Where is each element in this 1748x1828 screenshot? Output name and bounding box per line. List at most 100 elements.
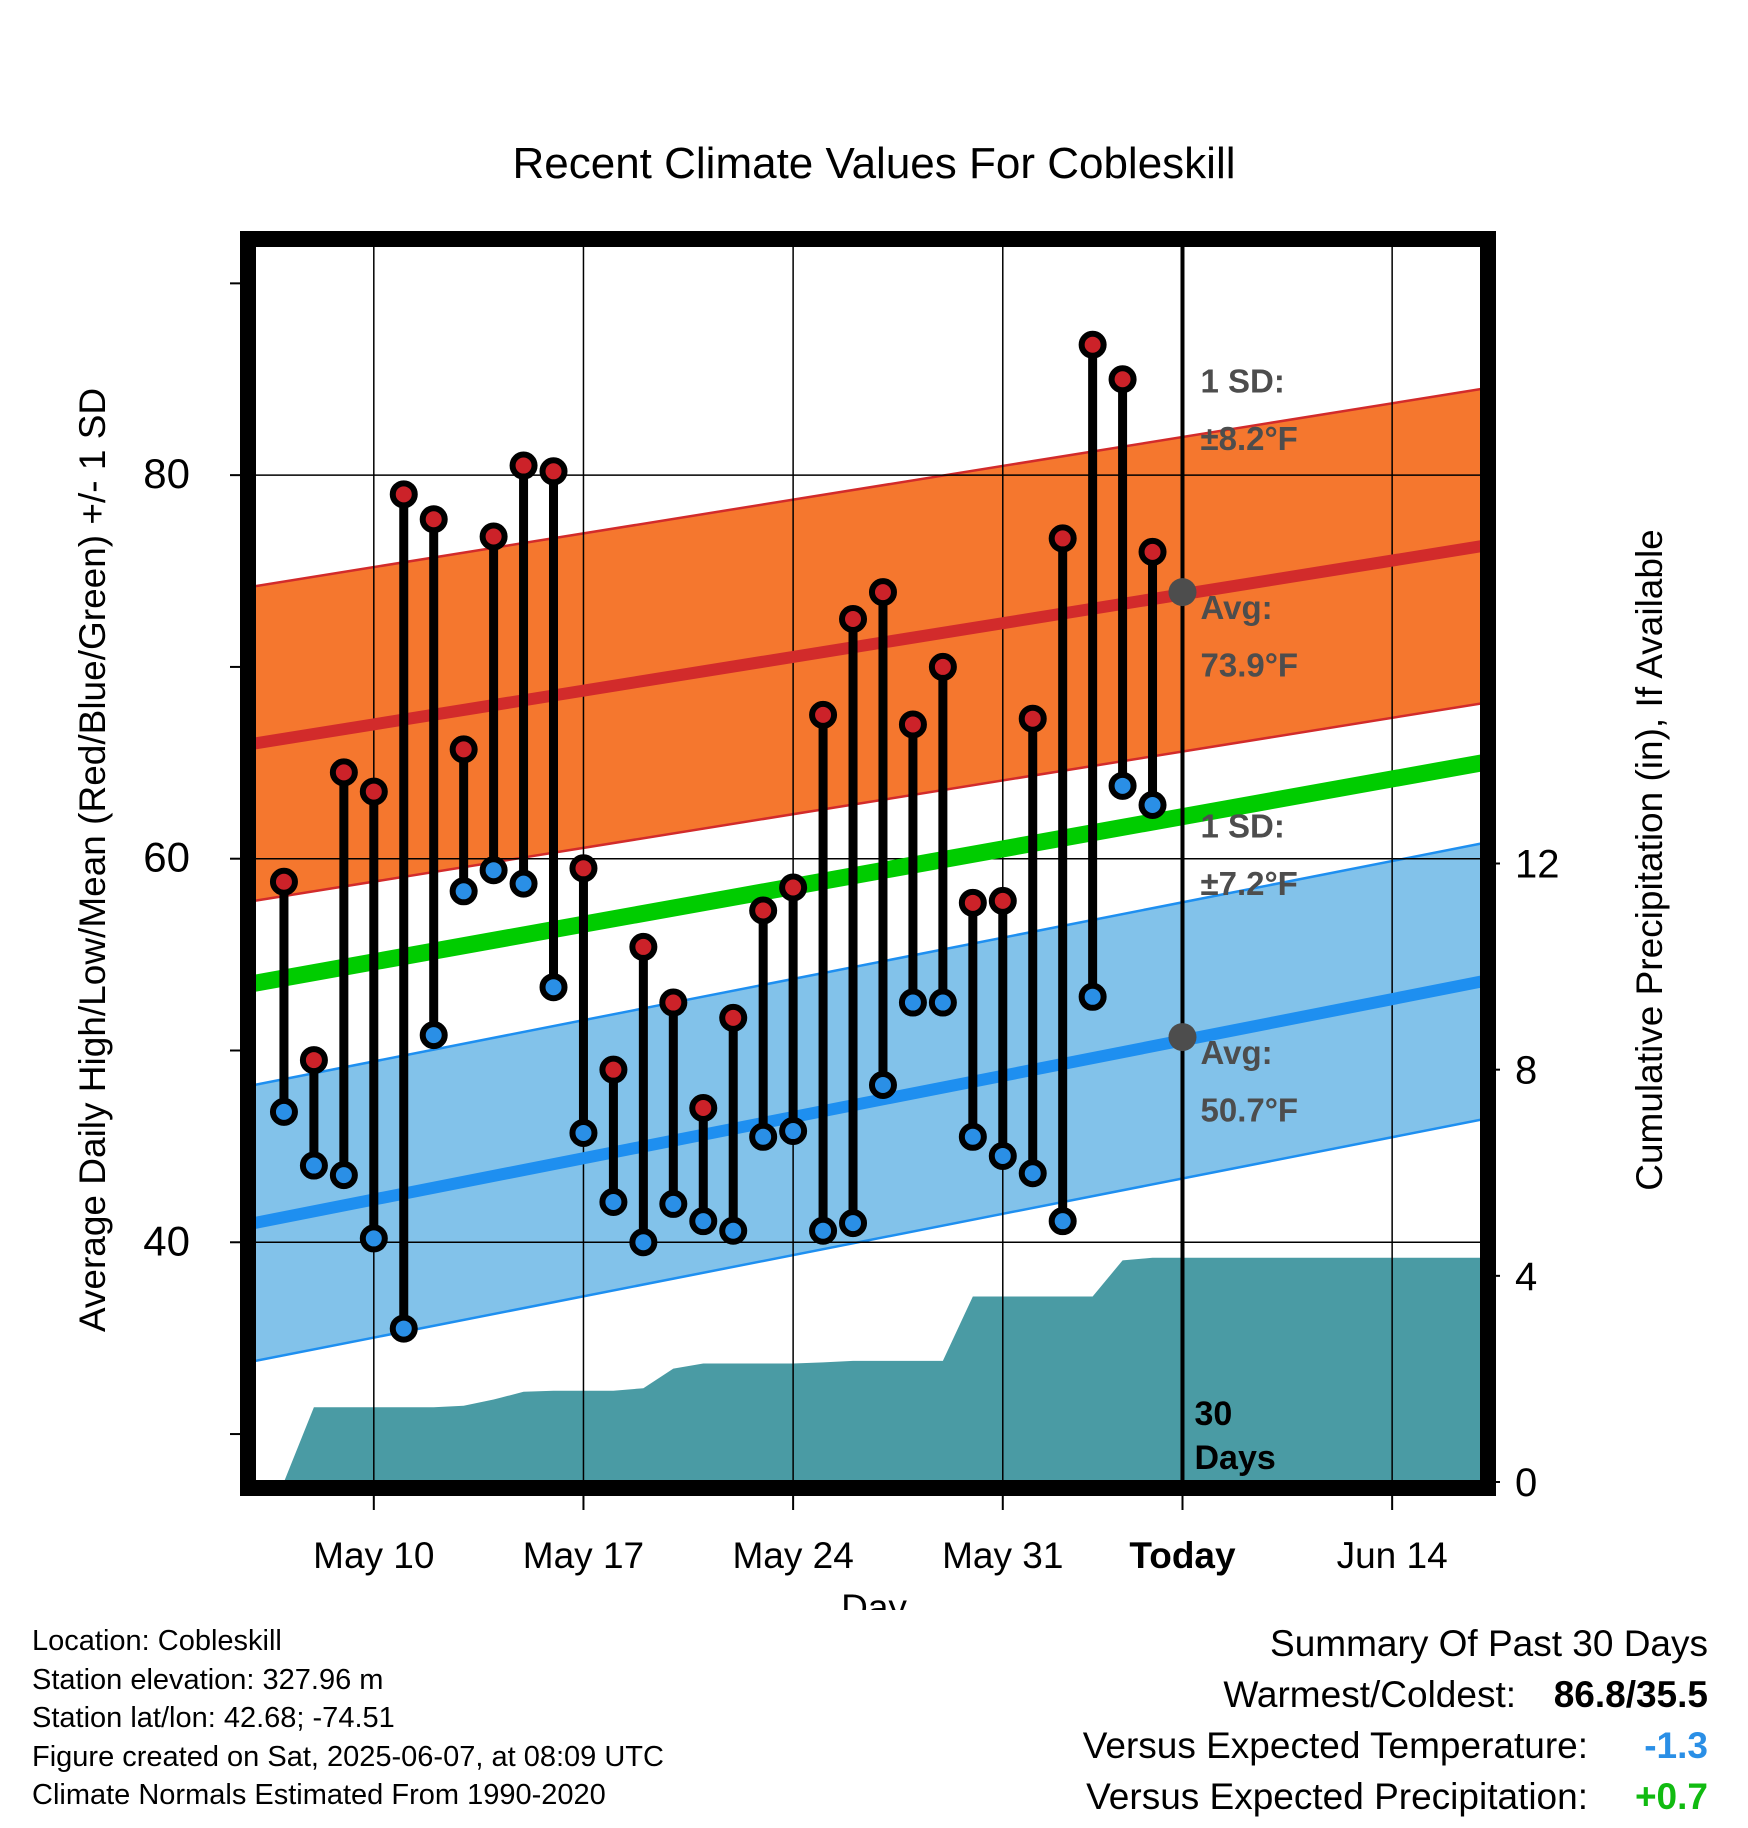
y2-tick-label: 8 <box>1515 1049 1537 1093</box>
low-point <box>839 1209 868 1238</box>
precip-departure-row: Versus Expected Precipitation: +0.7 <box>1083 1771 1708 1822</box>
low-point <box>958 1122 987 1151</box>
temp-departure-row: Versus Expected Temperature: -1.3 <box>1083 1720 1708 1771</box>
low-point <box>599 1187 628 1216</box>
high-point <box>389 480 418 509</box>
low-point <box>419 1021 448 1050</box>
y2-tick-label: 0 <box>1515 1461 1537 1505</box>
low-point <box>569 1118 598 1147</box>
y-tick-label: 60 <box>143 834 190 881</box>
high-point <box>1018 704 1047 733</box>
low-point <box>719 1216 748 1245</box>
low-sd-band-upper-edge <box>254 842 1482 1087</box>
x-tick-label: May 31 <box>942 1535 1063 1576</box>
high-point <box>479 522 508 551</box>
climate-chart: Recent Climate Values For Cobleskill Ave… <box>72 139 1670 1610</box>
latlon-text: Station lat/lon: 42.68; -74.51 <box>32 1702 395 1734</box>
y2-tick-label: 4 <box>1515 1255 1537 1299</box>
high-point <box>928 652 957 681</box>
high-point <box>509 451 538 480</box>
high-point <box>599 1055 628 1084</box>
mean-normal-line <box>254 754 1482 992</box>
low-point <box>749 1122 778 1151</box>
high-sd-band-lower-edge <box>254 702 1482 903</box>
low-normal-line <box>254 975 1482 1229</box>
window-label-line2: Days <box>1194 1439 1275 1477</box>
high-point <box>419 505 448 534</box>
high-point <box>659 988 688 1017</box>
station-info: Location: Cobleskill Station elevation: … <box>32 1622 664 1815</box>
elevation-text: Station elevation: 327.96 m <box>32 1663 384 1696</box>
chart-title: Recent Climate Values For Cobleskill <box>512 139 1235 188</box>
low-point <box>479 856 508 885</box>
warm-cold-value: 86.8/35.5 <box>1553 1674 1708 1715</box>
high-point <box>569 854 598 883</box>
low-point <box>359 1224 388 1253</box>
normals-text: Climate Normals Estimated From 1990-2020 <box>32 1779 606 1811</box>
high-point <box>299 1046 328 1075</box>
high-point <box>329 758 358 787</box>
low-point <box>868 1071 897 1100</box>
low-point <box>269 1097 298 1126</box>
high-point <box>1138 537 1167 566</box>
high-normal-line <box>254 540 1482 750</box>
warm-cold-row: Warmest/Coldest: 86.8/35.5 <box>1083 1669 1708 1720</box>
low-point <box>928 988 957 1017</box>
high-sd-value: ±8.2°F <box>1200 420 1297 457</box>
y-tick-label: 40 <box>143 1217 190 1264</box>
low-point <box>1138 791 1167 820</box>
high-point <box>809 700 838 729</box>
low-point <box>1108 771 1137 800</box>
low-point <box>659 1189 688 1218</box>
high-avg-value: 73.9°F <box>1200 647 1298 684</box>
high-point <box>1078 330 1107 359</box>
high-point <box>269 867 298 896</box>
plot-content <box>254 245 1482 1482</box>
today-avg-high-marker <box>1168 578 1197 607</box>
low-point <box>299 1151 328 1180</box>
low-sd-band-lower-edge <box>254 1118 1482 1363</box>
high-avg-label: Avg: <box>1200 589 1272 626</box>
high-point <box>629 932 658 961</box>
today-avg-low-marker <box>1168 1023 1197 1052</box>
x-tick-label: May 24 <box>732 1535 853 1576</box>
summary-panel: Summary Of Past 30 Days Warmest/Coldest:… <box>1083 1618 1708 1822</box>
plot-area: 1 SD: ±8.2°F Avg: 73.9°F 1 SD: ±7.2°F Avg: 50.7… <box>143 231 1560 1576</box>
low-point <box>689 1207 718 1236</box>
low-point <box>1048 1207 1077 1236</box>
high-point <box>689 1094 718 1123</box>
created-text: Figure created on Sat, 2025-06-07, at 08… <box>32 1740 664 1773</box>
x-axis-label: Day <box>841 1587 907 1610</box>
summary-title: Summary Of Past 30 Days <box>1270 1623 1708 1664</box>
low-point <box>509 869 538 898</box>
high-point <box>719 1003 748 1032</box>
high-point <box>539 457 568 486</box>
y2-tick-label: 12 <box>1515 843 1560 887</box>
precip-departure-value: +0.7 <box>1634 1776 1708 1817</box>
high-point <box>898 710 927 739</box>
temp-departure-value: -1.3 <box>1644 1725 1708 1766</box>
low-sd-value: ±7.2°F <box>1200 865 1297 902</box>
low-avg-value: 50.7°F <box>1200 1091 1298 1128</box>
low-point <box>1078 982 1107 1011</box>
y2-axis-label: Cumulative Precipitation (in), If Availa… <box>1629 529 1670 1191</box>
low-point <box>629 1228 658 1257</box>
low-point <box>389 1314 418 1343</box>
x-tick-label: Today <box>1129 1535 1236 1576</box>
high-point <box>958 888 987 917</box>
low-point <box>898 988 927 1017</box>
x-tick-label: May 17 <box>523 1535 644 1576</box>
plot-frame <box>240 231 1496 1496</box>
high-point <box>749 896 778 925</box>
location-text: Location: Cobleskill <box>32 1625 282 1657</box>
high-point <box>449 735 478 764</box>
high-point <box>839 604 868 633</box>
x-tick-label: May 10 <box>313 1535 434 1576</box>
warm-cold-label: Warmest/Coldest: <box>1223 1674 1516 1715</box>
y-axis-label: Average Daily High/Low/Mean (Red/Blue/Gr… <box>72 388 113 1332</box>
low-point <box>539 973 568 1002</box>
high-sd-label: 1 SD: <box>1200 363 1284 400</box>
high-sd-band-upper-edge <box>254 387 1482 588</box>
low-point <box>449 877 478 906</box>
x-tick-label: Jun 14 <box>1337 1535 1448 1576</box>
